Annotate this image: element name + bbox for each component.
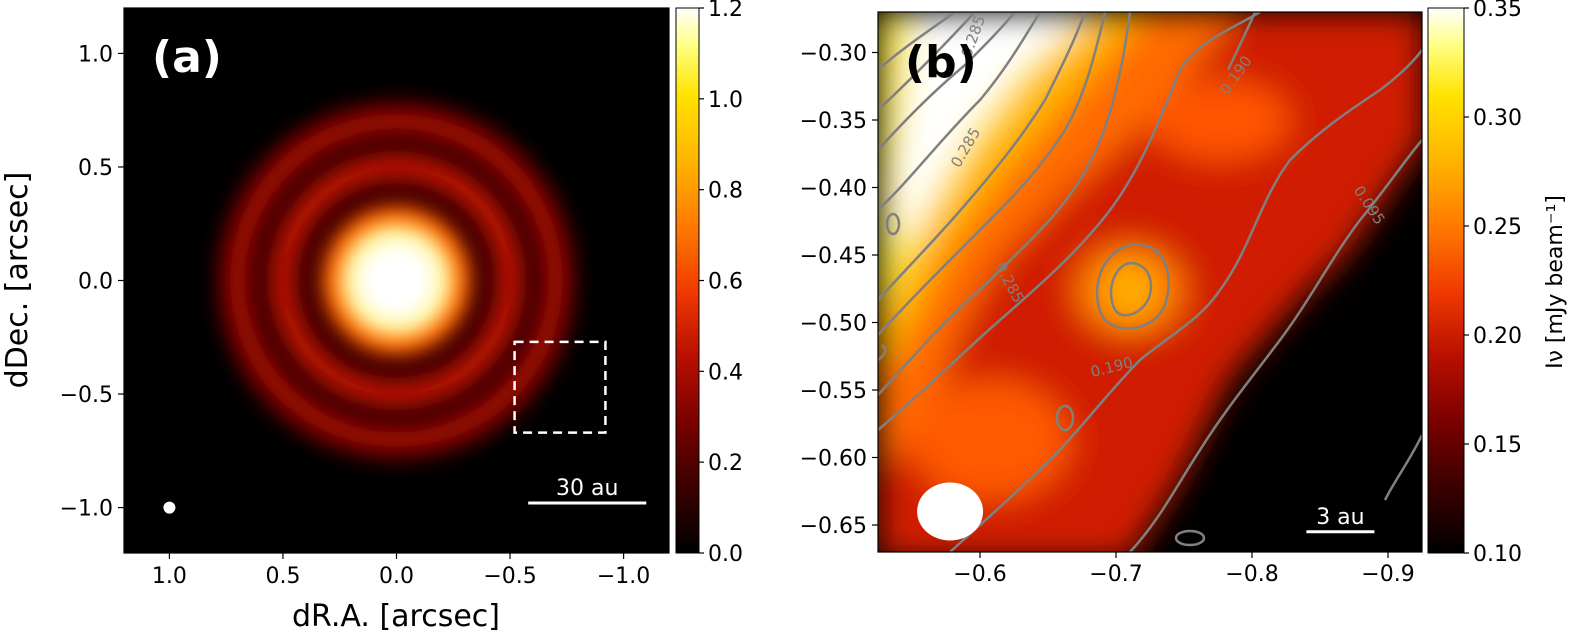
panel-a-y-axis-title: dDec. [arcsec] <box>0 172 35 389</box>
panel-a: (a) 30 au 1.0 0.5 0.0 −0.5 −1.0 1.0 0.5 0.0 −0.… <box>0 7 670 634</box>
panel-a-y-tick-label: −1.0 <box>60 497 113 522</box>
panel-b-y-tick-label: −0.40 <box>800 177 867 202</box>
panel-b-beam <box>917 482 984 541</box>
panel-a-inner-ring <box>272 156 521 405</box>
panel-b-y-tick-label: −0.65 <box>800 514 867 539</box>
panel-b-colorbar-gradient <box>1427 7 1465 554</box>
panel-b-x-tick-label: −0.9 <box>1361 562 1414 587</box>
panel-a-outer-ring <box>229 113 564 448</box>
panel-b-y-tick-label: −0.45 <box>800 244 867 269</box>
panel-b-x-tick-label: −0.6 <box>953 562 1006 587</box>
panel-a-colorbar-tick-label: 0.0 <box>708 542 743 567</box>
panel-b-colorbar-tick-label: 0.35 <box>1473 0 1522 22</box>
panel-a-colorbar-ticks: 0.0 0.2 0.4 0.6 0.8 1.0 1.2 <box>699 0 743 567</box>
panel-b-colorbar: 0.10 0.15 0.20 0.25 0.30 0.35 Iν [mJy beam⁻¹] <box>1427 0 1568 567</box>
panel-a-beam <box>163 501 176 514</box>
panel-a-y-tick-label: 1.0 <box>78 42 113 67</box>
panel-a-x-tick-label: 0.5 <box>265 564 300 589</box>
panel-b-x-tick-label: −0.8 <box>1225 562 1278 587</box>
panel-a-y-tick-label: 0.0 <box>78 270 113 295</box>
panel-a-y-tick-label: −0.5 <box>60 383 113 408</box>
panel-a-x-tick-label: −1.0 <box>597 564 650 589</box>
panel-a-colorbar-gradient <box>675 7 700 554</box>
panel-b-y-ticks: −0.30 −0.35 −0.40 −0.45 −0.50 −0.55 −0.60 −0.65 <box>800 42 878 539</box>
panel-b-colorbar-tick-label: 0.10 <box>1473 542 1522 567</box>
panel-a-colorbar: 0.0 0.2 0.4 0.6 0.8 1.0 1.2 <box>675 0 743 567</box>
panel-a-colorbar-tick-label: 0.6 <box>708 270 743 295</box>
panel-b-y-tick-label: −0.55 <box>800 379 867 404</box>
panel-b-y-tick-label: −0.30 <box>800 42 867 67</box>
panel-b-y-tick-label: −0.60 <box>800 447 867 472</box>
panel-b-colorbar-ticks: 0.10 0.15 0.20 0.25 0.30 0.35 <box>1464 0 1522 567</box>
panel-b-colorbar-tick-label: 0.30 <box>1473 106 1522 131</box>
panel-b-frame <box>877 11 1423 553</box>
panel-b-colorbar-tick-label: 0.15 <box>1473 433 1522 458</box>
panel-b-colorbar-title: Iν [mJy beam⁻¹] <box>1543 195 1568 369</box>
panel-a-x-ticks: 1.0 0.5 0.0 −0.5 −1.0 <box>152 553 650 589</box>
panel-a-y-tick-label: 0.5 <box>78 156 113 181</box>
panel-a-colorbar-tick-label: 1.2 <box>708 0 743 22</box>
panel-a-x-tick-label: 0.0 <box>379 564 414 589</box>
panel-a-inset-box <box>513 340 607 434</box>
panel-a-x-tick-label: 1.0 <box>152 564 187 589</box>
panel-a-colorbar-tick-label: 0.2 <box>708 451 743 476</box>
panel-b-label: (b) <box>905 37 977 88</box>
panel-b-scale-label: 3 au <box>1316 505 1364 530</box>
panel-b-x-tick-label: −0.7 <box>1089 562 1142 587</box>
panel-b-colorbar-tick-label: 0.20 <box>1473 324 1522 349</box>
panel-b-colorbar-tick-label: 0.25 <box>1473 215 1522 240</box>
panel-a-label: (a) <box>152 32 222 83</box>
panel-a-x-tick-label: −0.5 <box>483 564 536 589</box>
panel-a-scale-label: 30 au <box>556 476 618 501</box>
panel-a-image <box>124 8 669 553</box>
panel-b-y-tick-label: −0.50 <box>800 312 867 337</box>
panel-a-x-axis-title: dR.A. [arcsec] <box>292 599 500 634</box>
panel-b-x-ticks: −0.6 −0.7 −0.8 −0.9 <box>953 552 1415 587</box>
panel-a-core-center <box>358 242 435 319</box>
panel-a-colorbar-tick-label: 0.4 <box>708 360 743 385</box>
panel-b-contours <box>878 12 1422 552</box>
panel-a-colorbar-tick-label: 0.8 <box>708 179 743 204</box>
panel-a-y-ticks: 1.0 0.5 0.0 −0.5 −1.0 <box>60 42 124 522</box>
panel-b-y-tick-label: −0.35 <box>800 109 867 134</box>
panel-a-colorbar-tick-label: 1.0 <box>708 88 743 113</box>
